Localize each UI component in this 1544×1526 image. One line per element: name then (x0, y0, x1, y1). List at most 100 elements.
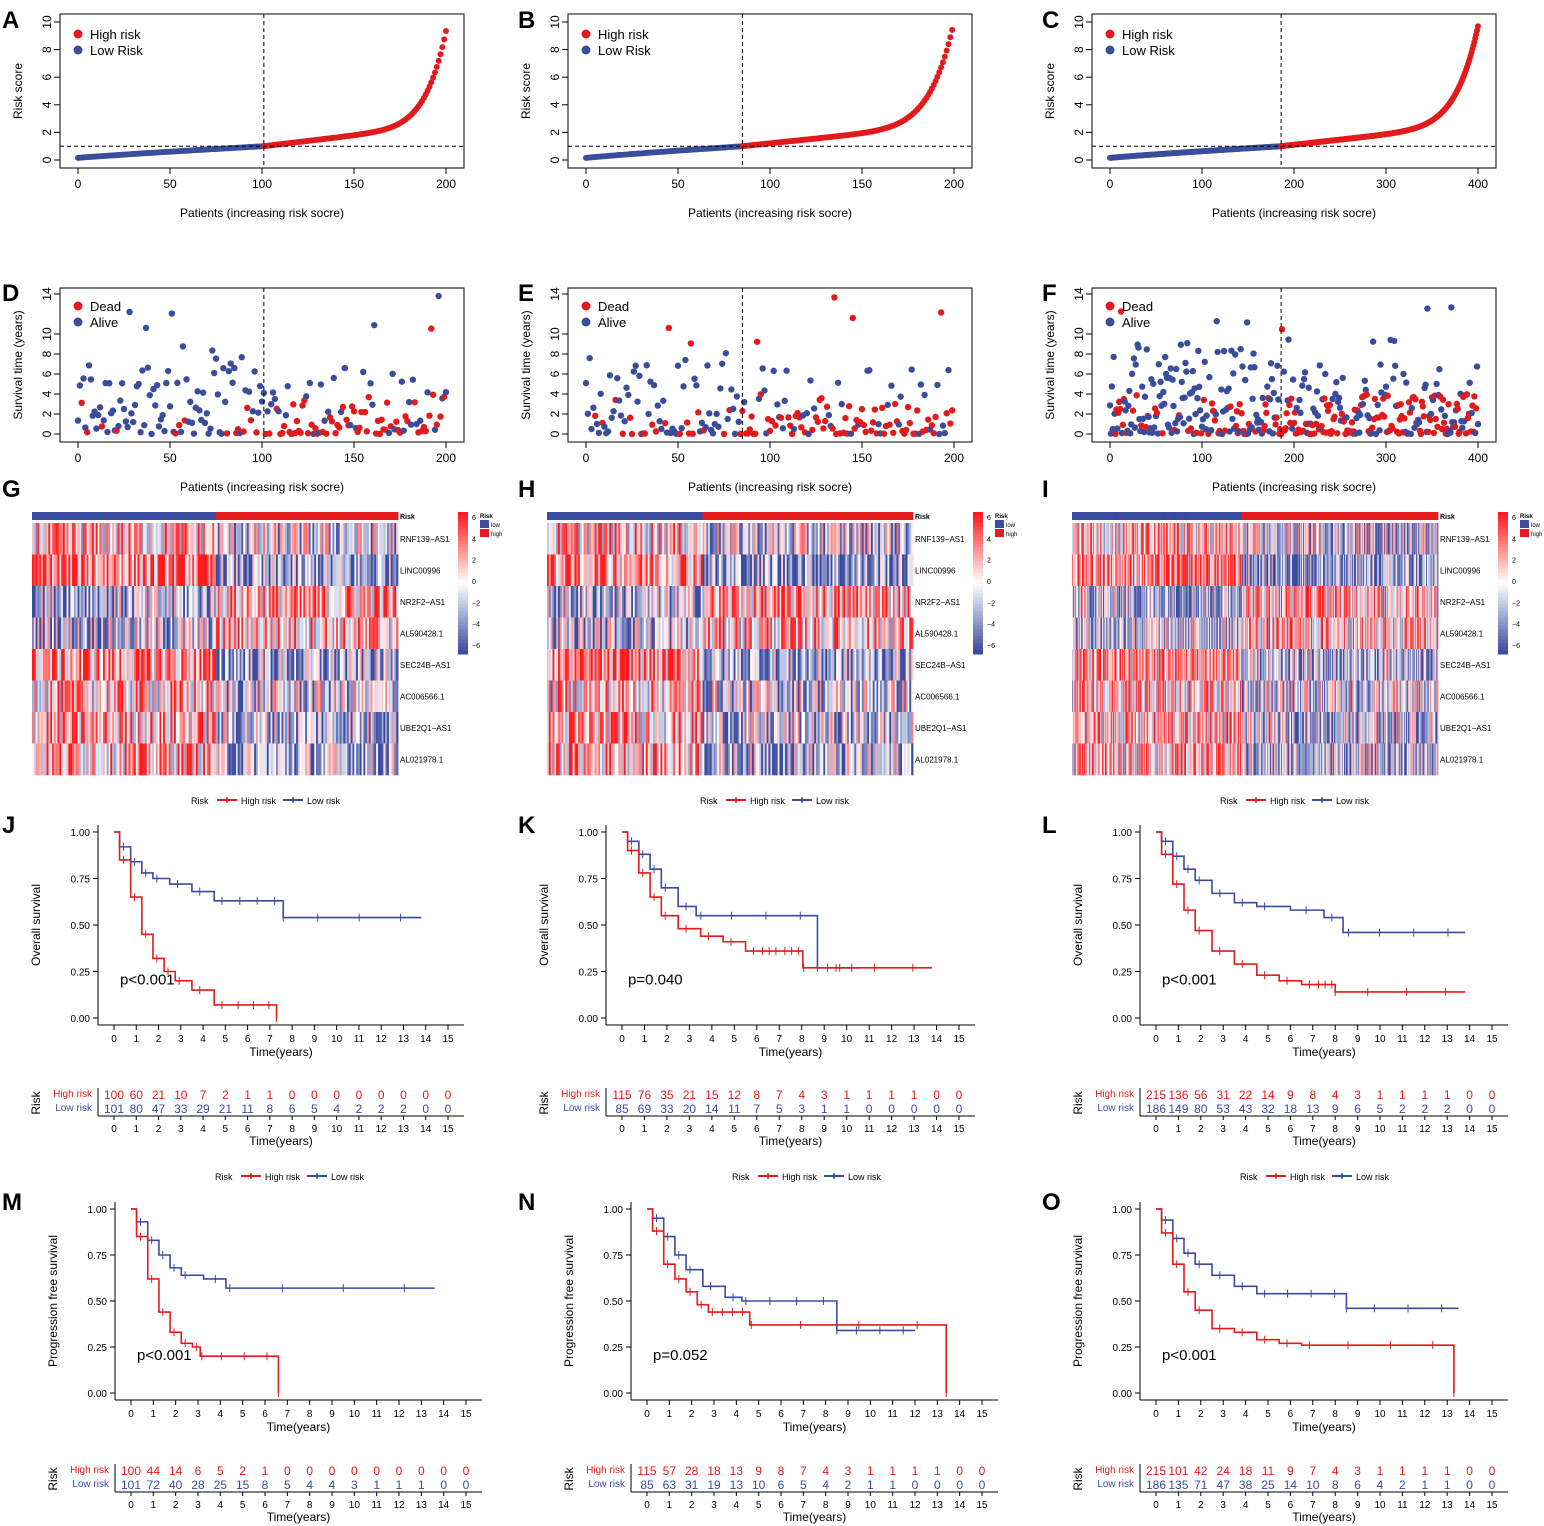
heatmap-cell (744, 617, 747, 650)
heatmap-cell (330, 680, 333, 713)
heatmap-cell (148, 712, 151, 744)
heatmap-cell (872, 649, 875, 681)
heatmap-cell (911, 523, 914, 555)
heatmap-cell (154, 649, 157, 681)
heatmap-cell (272, 554, 275, 587)
color-scale-label: 2 (472, 558, 476, 565)
heatmap-cell (192, 680, 195, 713)
heatmap-cell (99, 712, 102, 744)
heatmap-cell (208, 649, 211, 681)
alive-point (168, 310, 176, 317)
heatmap-cell (370, 523, 373, 555)
heatmap-cell (146, 743, 149, 776)
heatmap-cell (726, 649, 729, 681)
risk-annotation-cell (830, 512, 833, 520)
heatmap-cell (294, 554, 297, 587)
risk-annotation-cell (163, 512, 166, 520)
dead-point (411, 399, 418, 406)
heatmap-cell (682, 649, 685, 681)
heatmap-cell (900, 649, 903, 681)
dead-point (684, 419, 691, 426)
heatmap-cell (326, 523, 330, 555)
heatmap-cell (810, 617, 813, 650)
heatmap-cell (392, 712, 395, 744)
heatmap-cell (896, 649, 899, 681)
heatmap-cell (720, 523, 724, 555)
heatmap-cell (803, 523, 806, 555)
alive-point (674, 362, 682, 369)
heatmap-cell (92, 680, 95, 713)
dead-point (1453, 400, 1461, 408)
heatmap-cell (715, 649, 718, 681)
alive-point (606, 372, 614, 379)
heatmap-cell (86, 680, 89, 713)
dead-point (426, 412, 433, 419)
alive-point (939, 422, 947, 429)
heatmap-cell (889, 649, 892, 681)
risk-annotation-cell (834, 512, 837, 520)
alive-point (271, 395, 279, 403)
heatmap-cell (337, 680, 341, 713)
heatmap-cell (277, 712, 281, 744)
heatmap-cell (363, 712, 366, 744)
panel-letter-E: E (518, 280, 534, 307)
heatmap-cell (245, 712, 248, 744)
y-tick-label: 10 (1072, 327, 1086, 341)
heatmap-cell (653, 586, 656, 618)
heatmap-cell (232, 743, 235, 776)
heatmap-cell (357, 554, 361, 587)
alive-point (360, 368, 367, 376)
heatmap-cell (616, 680, 619, 713)
heatmap-cell (370, 617, 373, 650)
heatmap-cell (210, 554, 213, 587)
x-tick-label: 200 (436, 177, 456, 191)
heatmap-cell (675, 586, 678, 618)
alive-point (1220, 347, 1228, 355)
heatmap-cell (345, 586, 348, 618)
risk-annotation-cell (148, 512, 151, 520)
heatmap-cell (170, 617, 173, 650)
risk-annotation-cell (581, 512, 584, 520)
heatmap-cell (170, 743, 173, 776)
gene-label: NR2F2−AS1 (915, 598, 961, 607)
heatmap-cell (154, 554, 157, 587)
heatmap-cell (649, 680, 652, 713)
dead-point (1116, 398, 1123, 406)
heatmap-cell (126, 617, 129, 650)
heatmap-cell (356, 617, 359, 650)
high-risk-point (947, 34, 954, 41)
heatmap-cell (301, 712, 304, 744)
dead-point (78, 399, 85, 407)
heatmap-cell (201, 523, 204, 555)
heatmap-cell (35, 743, 38, 776)
heatmap-cell (878, 554, 881, 587)
heatmap-cell (547, 680, 550, 713)
risk-annotation-cell (664, 512, 667, 520)
alive-point (1156, 392, 1163, 400)
risk-annotation-cell (839, 512, 843, 520)
risk-annotation-cell (381, 512, 384, 520)
heatmap-cell (199, 617, 202, 650)
heatmap-cell (550, 523, 553, 555)
risk-annotation-cell (609, 512, 612, 520)
heatmap-cell (381, 586, 384, 618)
heatmap-cell (365, 586, 368, 618)
risk-annotation-cell (88, 512, 91, 520)
risk-annotation-cell (243, 512, 246, 520)
alive-point (718, 360, 726, 367)
heatmap-cell (55, 586, 58, 618)
heatmap-cell (708, 649, 711, 681)
alive-point (275, 408, 282, 415)
heatmap-cell (276, 649, 279, 681)
heatmap-cell (336, 712, 339, 744)
risk-annotation-cell (801, 512, 804, 520)
alive-point (1382, 383, 1390, 390)
heatmap-cell (53, 523, 57, 555)
dead-point (1117, 308, 1125, 315)
heatmap-cell (248, 617, 251, 650)
heatmap-cell (700, 586, 703, 618)
x-tick-label: 150 (852, 177, 872, 191)
alive-point (1160, 388, 1167, 396)
heatmap-cell (59, 649, 62, 681)
dead-point (890, 429, 897, 436)
